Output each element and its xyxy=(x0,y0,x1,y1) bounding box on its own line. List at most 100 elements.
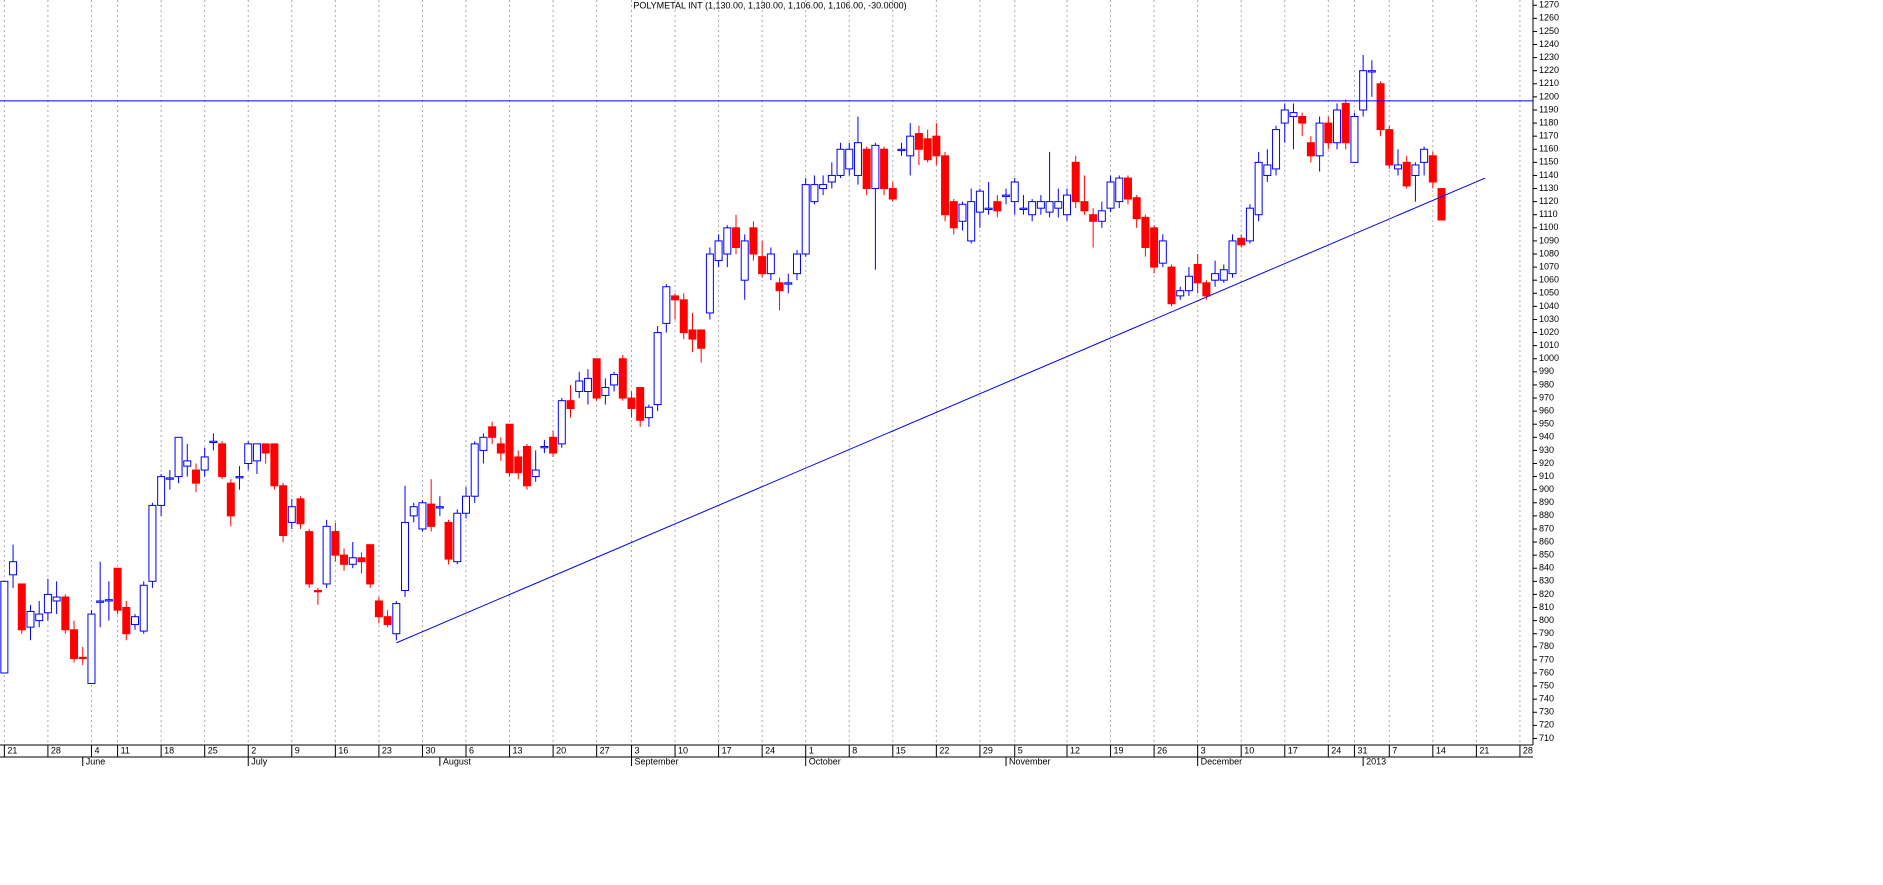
candle-body xyxy=(313,590,322,593)
candle-body xyxy=(244,443,253,464)
candle-body xyxy=(906,135,915,157)
candle-body xyxy=(549,436,558,454)
candle-body xyxy=(113,567,122,611)
candle-body xyxy=(1019,207,1028,210)
month-label: 2013 xyxy=(1366,756,1386,766)
y-tick-label: 820 xyxy=(1539,589,1554,599)
x-tick-label: 29 xyxy=(983,745,993,755)
candle-body xyxy=(671,295,680,301)
candle-body xyxy=(1150,227,1159,268)
candle-body xyxy=(296,498,305,525)
candle-body xyxy=(357,557,366,563)
x-tick-label: 24 xyxy=(765,745,775,755)
candle-body xyxy=(157,476,166,506)
candle-body xyxy=(496,443,505,454)
y-tick-label: 1060 xyxy=(1539,275,1559,285)
x-tick-label: 17 xyxy=(1288,745,1298,755)
x-tick-label: 7 xyxy=(1392,745,1397,755)
candle-body xyxy=(522,445,531,487)
x-tick-label: 28 xyxy=(1523,745,1533,755)
y-tick-label: 1210 xyxy=(1539,78,1559,88)
y-tick-label: 760 xyxy=(1539,667,1554,677)
candle-body xyxy=(1184,275,1193,292)
candle-body xyxy=(923,138,932,161)
candle-body xyxy=(218,443,227,478)
candle-body xyxy=(1045,201,1054,213)
y-tick-label: 1270 xyxy=(1539,0,1559,10)
x-tick-label: 14 xyxy=(1436,745,1446,755)
y-tick-label: 1100 xyxy=(1539,222,1558,232)
y-tick-label: 960 xyxy=(1539,405,1554,415)
candle-body xyxy=(653,332,662,406)
candle-body xyxy=(1071,161,1080,203)
candle-body xyxy=(749,227,758,255)
candle-body xyxy=(967,201,976,242)
candle-body xyxy=(1393,164,1402,170)
candle-body xyxy=(975,190,984,213)
x-tick-label: 4 xyxy=(94,745,99,755)
candle-body xyxy=(610,373,619,386)
y-tick-label: 770 xyxy=(1539,654,1554,664)
candle-body xyxy=(104,599,113,602)
candle-body xyxy=(514,456,523,474)
y-tick-label: 910 xyxy=(1539,471,1554,481)
y-tick-label: 800 xyxy=(1539,615,1554,625)
y-tick-label: 1040 xyxy=(1539,301,1559,311)
x-tick-label: 15 xyxy=(896,745,906,755)
y-tick-label: 1070 xyxy=(1539,261,1559,271)
candle-body xyxy=(444,521,453,560)
candle-body xyxy=(1245,207,1254,242)
y-tick-label: 890 xyxy=(1539,497,1554,507)
y-tick-label: 780 xyxy=(1539,641,1554,651)
candle-body xyxy=(470,443,479,497)
candle-body xyxy=(401,521,410,592)
x-tick-label: 6 xyxy=(469,745,474,755)
candle-body xyxy=(409,506,418,517)
candle-body xyxy=(801,184,810,255)
candle-body xyxy=(636,387,645,421)
x-tick-label: 1 xyxy=(809,745,814,755)
candle-body xyxy=(1254,161,1263,216)
x-tick-label: 8 xyxy=(852,745,857,755)
y-tick-label: 1200 xyxy=(1539,91,1559,101)
y-tick-label: 970 xyxy=(1539,392,1554,402)
candle-body xyxy=(1219,269,1228,281)
candle-body xyxy=(592,358,601,399)
candle-body xyxy=(1115,177,1124,203)
candle-body xyxy=(932,135,941,157)
candle-body xyxy=(1420,148,1429,163)
y-tick-label: 720 xyxy=(1539,720,1554,730)
y-tick-label: 1190 xyxy=(1539,104,1558,114)
month-label: August xyxy=(443,756,472,766)
candle-body xyxy=(96,600,105,603)
y-tick-label: 710 xyxy=(1539,733,1554,743)
candle-body xyxy=(732,227,741,248)
chart-title: POLYMETAL INT (1,130.00, 1,130.00, 1,106… xyxy=(633,0,906,10)
candle-body xyxy=(723,227,732,255)
candle-body xyxy=(1280,109,1289,124)
x-tick-label: 5 xyxy=(1018,745,1023,755)
candle-body xyxy=(1080,201,1089,212)
month-label: September xyxy=(634,756,678,766)
candle-body xyxy=(1359,70,1368,111)
candle-body xyxy=(792,253,801,275)
month-label: December xyxy=(1201,756,1243,766)
y-tick-label: 1080 xyxy=(1539,248,1559,258)
y-tick-label: 740 xyxy=(1539,694,1554,704)
y-tick-label: 1110 xyxy=(1539,209,1558,219)
candle-body xyxy=(1411,164,1420,176)
y-tick-label: 1180 xyxy=(1539,117,1558,127)
y-tick-label: 940 xyxy=(1539,432,1554,442)
candle-body xyxy=(331,531,340,556)
candle-body xyxy=(1272,129,1281,170)
y-tick-label: 810 xyxy=(1539,602,1554,612)
candle-body xyxy=(1333,109,1342,144)
candle-body xyxy=(1341,102,1350,144)
y-tick-label: 790 xyxy=(1539,628,1554,638)
y-tick-label: 1240 xyxy=(1539,39,1559,49)
month-label: November xyxy=(1009,756,1051,766)
candle-body xyxy=(348,557,357,565)
candle-body xyxy=(435,506,444,509)
